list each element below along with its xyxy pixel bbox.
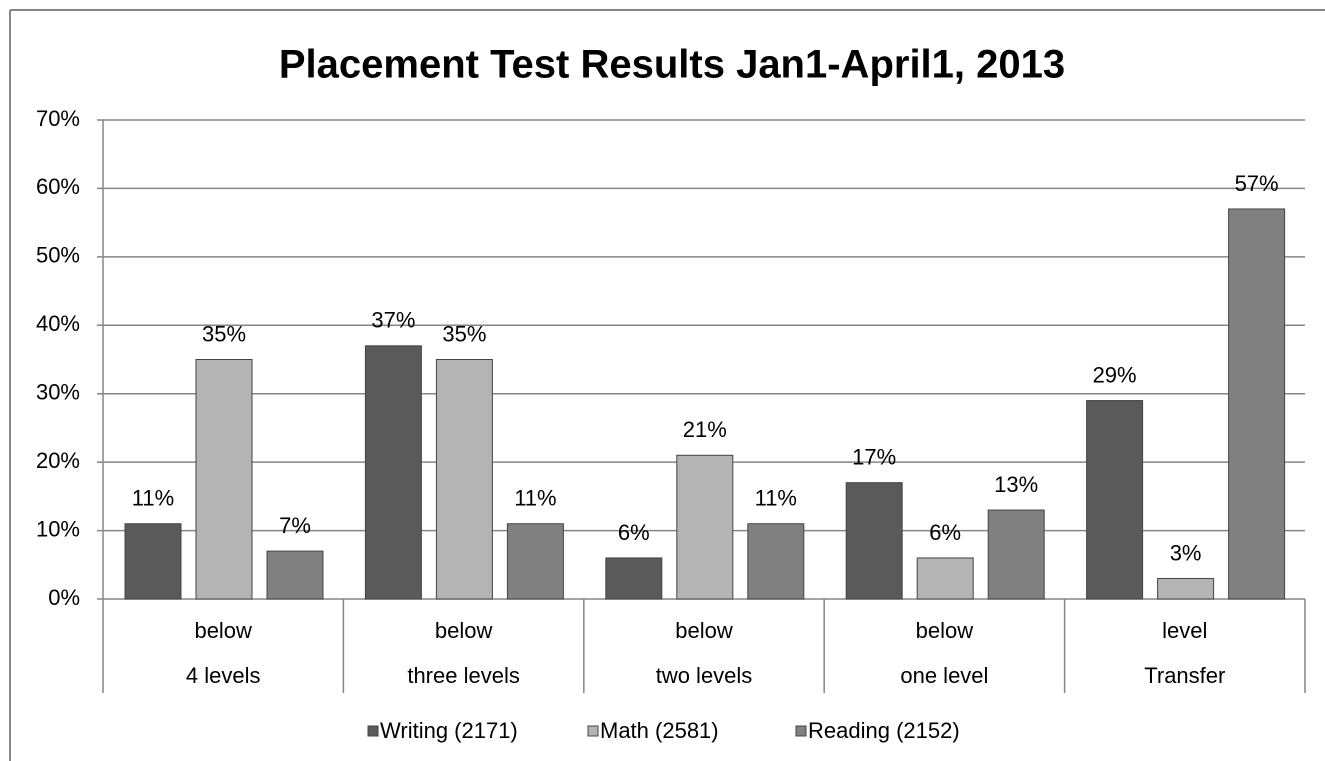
y-tick-label: 0% [48, 585, 80, 610]
x-tick-label: level [1162, 618, 1207, 643]
y-tick-label: 20% [36, 448, 80, 473]
data-label: 3% [1170, 540, 1202, 565]
y-tick-label: 10% [36, 516, 80, 541]
legend-swatch [587, 725, 599, 737]
x-tick-label: Transfer [1144, 663, 1225, 688]
bar [1086, 400, 1144, 600]
x-tick-label: one level [900, 663, 988, 688]
data-label: 35% [442, 321, 486, 346]
bar [124, 523, 182, 600]
x-tick-label: 4 levels [186, 663, 261, 688]
legend-swatch [795, 725, 807, 737]
x-tick-label: three levels [407, 663, 520, 688]
data-label: 11% [514, 486, 556, 511]
y-tick-label: 40% [36, 311, 80, 336]
y-tick-label: 70% [36, 106, 80, 131]
x-tick-label: below [916, 618, 974, 643]
bar [916, 557, 974, 600]
legend-swatch [367, 725, 379, 737]
bar [845, 482, 903, 600]
bar [506, 523, 564, 600]
bar [747, 523, 805, 600]
legend-label: Reading (2152) [808, 718, 960, 743]
y-tick-label: 60% [36, 174, 80, 199]
data-label: 17% [852, 444, 896, 469]
data-label: 7% [279, 513, 311, 538]
bar [435, 359, 493, 600]
bar [605, 557, 663, 600]
data-label: 37% [371, 308, 415, 333]
x-tick-label: two levels [656, 663, 753, 688]
legend-label: Writing (2171) [380, 718, 518, 743]
x-tick-label: below [435, 618, 493, 643]
bar [1157, 577, 1215, 600]
bar [364, 345, 422, 600]
y-tick-label: 50% [36, 243, 80, 268]
data-label: 6% [618, 520, 650, 545]
data-label: 11% [132, 486, 174, 511]
data-label: 13% [994, 472, 1038, 497]
legend-label: Math (2581) [600, 718, 719, 743]
bar [676, 454, 734, 600]
bar [195, 359, 253, 600]
bar [266, 550, 324, 600]
data-label: 35% [202, 321, 246, 346]
x-tick-label: below [194, 618, 252, 643]
chart-title: Placement Test Results Jan1-April1, 2013 [279, 43, 1065, 87]
data-label: 21% [683, 417, 727, 442]
data-label: 6% [929, 520, 961, 545]
bar [1228, 208, 1286, 600]
data-label: 11% [755, 486, 797, 511]
bar [987, 509, 1045, 600]
data-label: 29% [1093, 362, 1137, 387]
y-tick-label: 30% [36, 380, 80, 405]
data-label: 57% [1235, 171, 1279, 196]
x-tick-label: below [675, 618, 733, 643]
